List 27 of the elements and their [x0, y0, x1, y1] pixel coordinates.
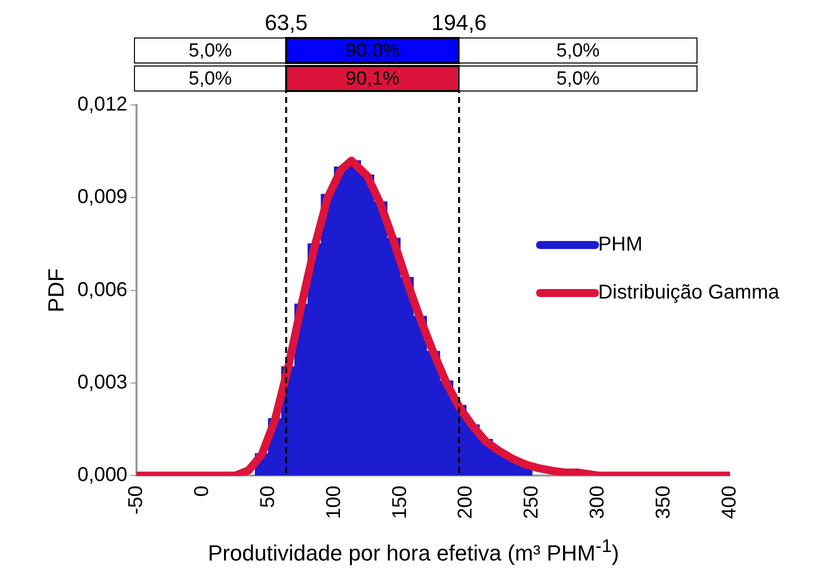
y-tick-label: 0,000 [77, 464, 128, 486]
text: 5,0% [556, 40, 600, 62]
text: 5,0% [188, 40, 232, 62]
y-axis-title: PDF [43, 268, 68, 312]
ref-line-label: 194,6 [432, 10, 487, 36]
x-tick-label: 250 [520, 486, 543, 520]
x-tick-label: 100 [322, 486, 345, 520]
y-tick-label: 0,003 [77, 371, 128, 394]
y-tick-label: 0,009 [77, 186, 128, 208]
ref-line-label: 63,5 [264, 10, 308, 36]
text: 90,1% [346, 68, 400, 90]
x-tick-label: 350 [652, 486, 675, 520]
x-tick-label: 150 [388, 486, 411, 520]
x-tick-label: 50 [256, 486, 279, 508]
x-tick-label: 300 [586, 486, 609, 520]
x-tick-label: -50 [124, 486, 147, 515]
legend-label: Distribuição Gamma [598, 282, 780, 304]
x-axis-title: Produtividade por hora efetiva (m³ PHM$^{-1}$) [206, 535, 620, 566]
text: 5,0% [188, 68, 232, 90]
legend-label: PHM [598, 234, 643, 256]
text: 5,0% [556, 68, 600, 90]
x-tick-label: 0 [190, 486, 213, 497]
y-tick-label: 0,012 [77, 94, 128, 116]
x-tick-label: 400 [718, 486, 741, 520]
y-tick-label: 0,006 [77, 278, 128, 301]
x-tick-label: 200 [454, 486, 477, 520]
text: 90,0% [346, 40, 400, 62]
